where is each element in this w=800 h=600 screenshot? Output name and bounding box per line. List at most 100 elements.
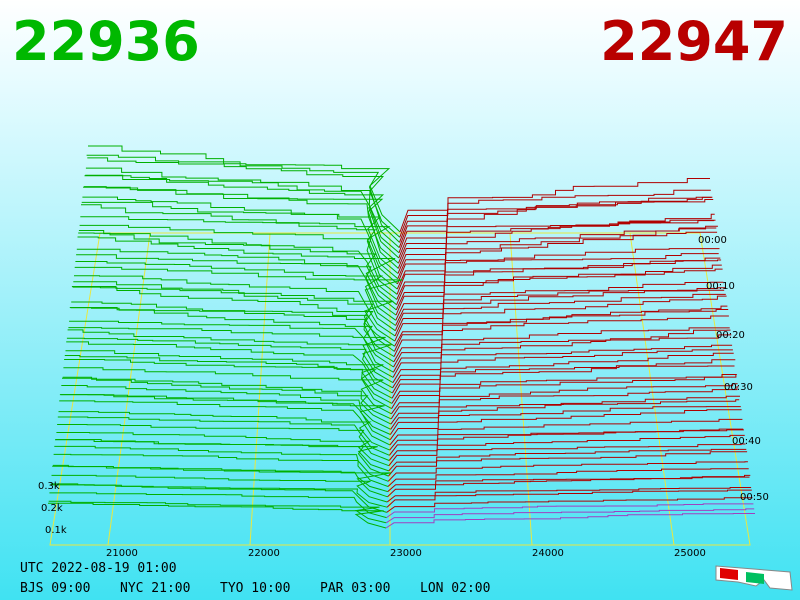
bid-depth-line bbox=[69, 307, 394, 368]
ask-depth-line bbox=[387, 468, 749, 487]
ask-depth-line bbox=[392, 334, 732, 373]
bid-depth-line bbox=[84, 175, 400, 259]
3d-glasses-button[interactable] bbox=[715, 565, 793, 591]
bid-depth-line bbox=[65, 350, 393, 399]
ask-depth-line bbox=[391, 374, 737, 409]
bid-depth-line bbox=[48, 502, 387, 529]
time-label: 00:30 bbox=[724, 382, 753, 393]
bid-depth-line bbox=[59, 394, 391, 441]
ask-price: 22947 bbox=[600, 10, 788, 73]
bid-depth-line bbox=[86, 154, 400, 243]
ask-depth-line bbox=[399, 189, 711, 238]
bid-depth-line bbox=[85, 174, 400, 254]
ask-depth-line bbox=[386, 503, 754, 519]
ask-depth-line bbox=[386, 497, 753, 513]
bid-depth-line bbox=[48, 500, 387, 524]
grid-line bbox=[509, 232, 533, 546]
x-tick-label: 22000 bbox=[248, 548, 280, 559]
ask-depth-line bbox=[385, 513, 755, 529]
ask-depth-line bbox=[391, 359, 736, 399]
bid-depth-line bbox=[78, 232, 397, 306]
bid-depth-line bbox=[56, 432, 390, 467]
ask-depth-line bbox=[399, 196, 712, 243]
ask-depth-line bbox=[395, 281, 724, 321]
time-label: 00:10 bbox=[706, 281, 735, 292]
bid-depth-line bbox=[80, 216, 398, 290]
ask-depth-line bbox=[392, 349, 733, 383]
bid-depth-line bbox=[81, 204, 398, 285]
x-tick-label: 23000 bbox=[390, 548, 422, 559]
bid-depth-line bbox=[74, 275, 396, 337]
ask-depth-line bbox=[387, 476, 750, 492]
ask-depth-line bbox=[393, 309, 729, 352]
ask-depth-line bbox=[392, 344, 733, 378]
ask-depth-line bbox=[388, 434, 745, 461]
zone-time: BJS 09:00 bbox=[20, 581, 90, 596]
ask-depth-line bbox=[393, 315, 729, 357]
ask-depth-line bbox=[386, 487, 752, 503]
bid-depth-line bbox=[72, 286, 395, 347]
axis-labels: 21000 22000 23000 24000 25000 0.3k 0.2k … bbox=[38, 235, 769, 559]
ask-depth-line bbox=[390, 383, 738, 415]
ask-depth-line bbox=[397, 225, 718, 285]
bid-depth-line bbox=[62, 376, 392, 420]
ask-depth-line bbox=[396, 259, 722, 305]
utc-time: UTC 2022-08-19 01:00 bbox=[20, 561, 177, 576]
bid-depth-line bbox=[74, 266, 403, 332]
depth-lines bbox=[48, 145, 755, 529]
time-label: 00:50 bbox=[740, 492, 769, 503]
bid-depth-line bbox=[68, 327, 394, 378]
x-tick-label: 25000 bbox=[674, 548, 706, 559]
bid-depth-line bbox=[69, 320, 394, 373]
ask-depth-line bbox=[394, 287, 725, 331]
bid-depth-line bbox=[66, 341, 393, 394]
ask-depth-line bbox=[396, 253, 719, 290]
ask-depth-line bbox=[385, 508, 755, 524]
ask-depth-line bbox=[388, 448, 747, 472]
ask-depth-line bbox=[398, 199, 714, 253]
x-tick-label: 24000 bbox=[532, 548, 564, 559]
ask-depth-line bbox=[389, 409, 742, 440]
depth-label: 0.2k bbox=[41, 503, 63, 514]
ask-depth-line bbox=[390, 395, 740, 430]
bid-depth-line bbox=[82, 196, 399, 274]
ask-depth-line bbox=[395, 264, 722, 311]
bid-depth-line bbox=[87, 157, 401, 238]
ask-depth-line bbox=[391, 365, 735, 394]
bid-depth-line bbox=[51, 474, 388, 503]
ask-depth-line bbox=[392, 352, 734, 389]
bid-depth-line bbox=[81, 201, 399, 280]
bid-depth-line bbox=[61, 385, 391, 430]
bid-depth-line bbox=[62, 377, 392, 425]
ask-depth-line bbox=[398, 213, 715, 264]
bid-depth-line bbox=[67, 329, 394, 384]
bid-depth-line bbox=[76, 248, 397, 316]
depth-label: 0.3k bbox=[38, 481, 60, 492]
ask-depth-line bbox=[394, 305, 728, 347]
ask-depth-line bbox=[389, 406, 741, 435]
ask-depth-line bbox=[396, 248, 720, 295]
bid-depth-line bbox=[71, 301, 395, 358]
time-label: 00:40 bbox=[732, 436, 761, 447]
bid-depth-line bbox=[83, 186, 399, 269]
bid-depth-line bbox=[75, 261, 396, 326]
ask-depth-line bbox=[387, 461, 748, 482]
ask-depth-line bbox=[394, 295, 727, 342]
bid-depth-line bbox=[79, 224, 398, 295]
ask-depth-line bbox=[399, 178, 710, 233]
ask-depth-line bbox=[386, 489, 752, 508]
x-tick-label: 21000 bbox=[106, 548, 138, 559]
grid-line bbox=[629, 232, 675, 546]
bid-depth-line bbox=[73, 281, 396, 342]
bid-depth-line bbox=[78, 230, 398, 300]
bid-price: 22936 bbox=[12, 10, 200, 73]
ask-depth-line bbox=[388, 443, 746, 467]
bid-depth-line bbox=[57, 416, 390, 456]
bid-depth-line bbox=[53, 453, 389, 487]
ask-depth-line bbox=[395, 268, 723, 316]
bid-depth-line bbox=[63, 367, 392, 415]
ask-depth-line bbox=[387, 474, 751, 498]
bid-depth-line bbox=[50, 484, 387, 513]
ask-depth-line bbox=[398, 196, 713, 248]
time-label: 00:20 bbox=[716, 330, 745, 341]
